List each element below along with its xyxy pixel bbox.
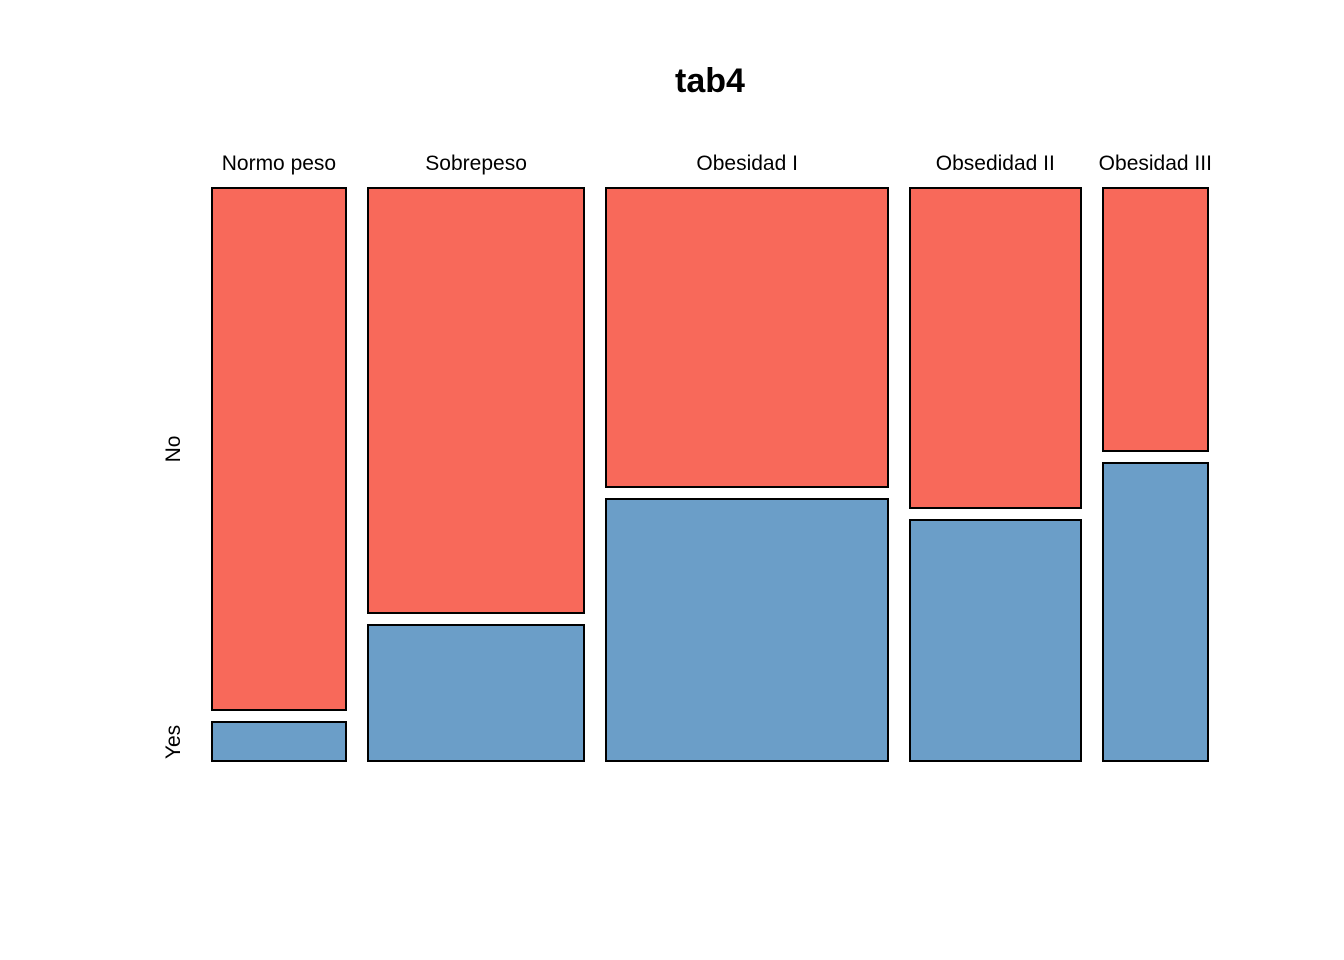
column-label: Sobrepeso (425, 152, 527, 175)
mosaic-cell-no (211, 187, 347, 712)
mosaic-cell-yes (366, 623, 586, 762)
chart-title: tab4 (675, 62, 745, 100)
mosaic-cell-yes (909, 519, 1082, 762)
y-axis-label-yes: Yes (162, 724, 185, 760)
y-axis-label-no: No (162, 435, 185, 463)
mosaic-cell-no (1101, 187, 1209, 452)
column-label: Obesidad III (1098, 152, 1212, 175)
mosaic-cell-yes (1101, 461, 1209, 762)
mosaic-cell-yes (211, 721, 347, 762)
mosaic-cell-no (605, 187, 889, 488)
mosaic-cell-no (909, 187, 1082, 510)
column-label: Obsedidad II (935, 152, 1055, 175)
column-label: Obesidad I (696, 152, 798, 175)
mosaic-cell-yes (605, 497, 889, 762)
column-label: Normo peso (221, 152, 337, 175)
mosaic-cell-no (366, 187, 586, 614)
